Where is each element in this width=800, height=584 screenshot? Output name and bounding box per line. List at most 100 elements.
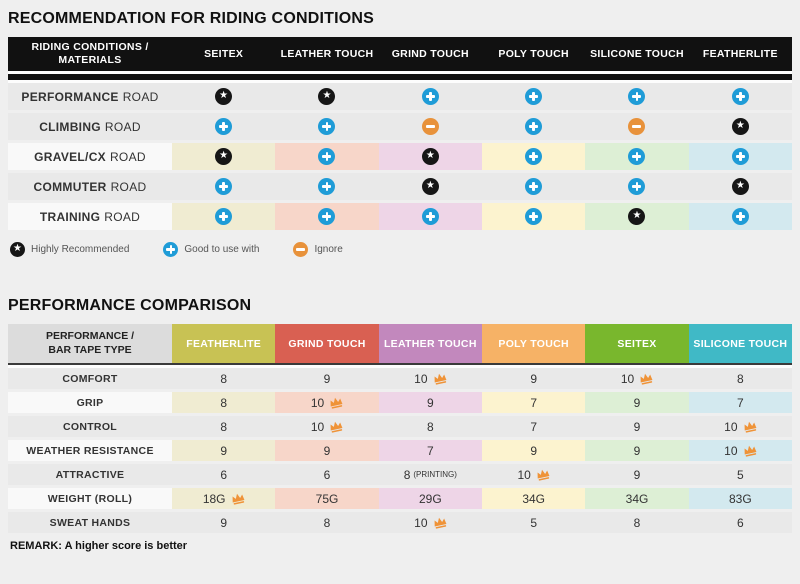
score-cell: 7 xyxy=(378,440,482,461)
crown-icon xyxy=(328,420,344,434)
plus-glyph xyxy=(735,152,745,161)
score-cell: 10 xyxy=(482,464,585,485)
legend-item: Ignore xyxy=(293,242,343,257)
row-label: GRAVEL/CX ROAD xyxy=(8,143,172,170)
recommendation-cell xyxy=(482,173,585,200)
recommendation-cell: ★ xyxy=(689,113,792,140)
score-cell: 5 xyxy=(689,464,792,485)
score-cell: 7 xyxy=(688,392,792,413)
star-icon: ★ xyxy=(10,242,25,257)
score-value: 75G xyxy=(315,491,339,506)
score-value: 29G xyxy=(418,491,442,506)
score-cell: 9 xyxy=(482,440,586,461)
plus-icon xyxy=(421,88,439,105)
row-label-bold: TRAINING xyxy=(39,209,101,224)
score-value: 18G xyxy=(202,491,226,506)
riding-conditions-header: RIDING CONDITIONS / MATERIALS SEITEX LEAT… xyxy=(8,37,792,71)
recommendation-cell: ★ xyxy=(275,83,378,110)
score-cell: 9 xyxy=(172,512,275,533)
crown-icon xyxy=(432,372,448,386)
score-value: 6 xyxy=(323,467,331,482)
divider-bar xyxy=(8,74,792,80)
recommendation-cell: ★ xyxy=(172,143,276,170)
score-value: 10 xyxy=(517,467,531,482)
score-value: 10 xyxy=(724,419,738,434)
score-cell: 7 xyxy=(482,392,586,413)
minus-glyph xyxy=(296,248,306,251)
score-cell: 6 xyxy=(172,464,275,485)
recommendation-cell xyxy=(172,113,275,140)
recommendation-cell xyxy=(172,173,275,200)
column-header-poly-touch: POLY TOUCH xyxy=(498,48,569,60)
score-cell: 9 xyxy=(585,416,688,437)
recommendation-cell xyxy=(688,143,792,170)
column-header-bar-tape-type: PERFORMANCE / BAR TAPE TYPE xyxy=(8,324,172,363)
row-label: CONTROL xyxy=(62,420,117,433)
recommendation-cell xyxy=(378,203,482,230)
row-label: COMFORT xyxy=(62,372,118,385)
score-value: 5 xyxy=(736,467,744,482)
score-cell: 10 xyxy=(379,368,482,389)
score-value: 6 xyxy=(736,515,744,530)
score-value: 10 xyxy=(414,515,428,530)
score-value: 9 xyxy=(530,371,537,386)
recommendation-cell xyxy=(482,143,586,170)
recommendation-cell xyxy=(275,173,378,200)
row-label: WEIGHT (ROLL) xyxy=(8,488,172,509)
remark-text: REMARK: A higher score is better xyxy=(10,540,188,552)
plus-glyph xyxy=(735,212,745,221)
score-cell: 10 xyxy=(379,512,482,533)
score-value: 9 xyxy=(633,467,641,482)
score-cell: 75G xyxy=(275,488,379,509)
plus-icon xyxy=(525,118,543,135)
divider-gap xyxy=(8,365,792,368)
score-value: 83G xyxy=(728,491,752,506)
recommendation-cell: ★ xyxy=(172,83,275,110)
star-icon: ★ xyxy=(421,178,439,195)
score-value: 9 xyxy=(633,395,641,410)
score-value: 34G xyxy=(522,491,545,506)
score-value: 9 xyxy=(323,371,331,386)
score-value: 7 xyxy=(426,443,434,458)
score-cell: 7 xyxy=(482,416,585,437)
column-header-grind-touch: GRIND TOUCH xyxy=(275,324,379,363)
legend-label: Good to use with xyxy=(184,244,260,255)
divider-gap xyxy=(8,71,792,74)
plus-icon xyxy=(318,148,336,165)
riding-conditions-table: RIDING CONDITIONS / MATERIALS SEITEX LEAT… xyxy=(8,37,792,230)
column-header-featherlite: FEATHERLITE xyxy=(172,324,276,363)
column-header-leather-touch: LEATHER TOUCH xyxy=(378,324,482,363)
score-cell: 9 xyxy=(585,464,688,485)
row-label-rest: ROAD xyxy=(122,89,159,104)
score-cell: 9 xyxy=(585,392,689,413)
score-value: 8 xyxy=(220,395,227,410)
row-label: CLIMBING ROAD xyxy=(8,113,172,140)
crown-icon xyxy=(638,372,654,386)
row-label-rest: ROAD xyxy=(104,119,141,134)
plus-glyph xyxy=(632,92,642,101)
recommendation-cell: ★ xyxy=(689,173,792,200)
score-cell: 9 xyxy=(275,440,379,461)
plus-icon xyxy=(525,88,543,105)
plus-glyph xyxy=(735,92,745,101)
row-label-rest: ROAD xyxy=(110,179,147,194)
table-row: CONTROL 8 10 8 7 9 10 xyxy=(8,416,792,437)
crown-icon xyxy=(535,468,551,482)
score-cell: 10 xyxy=(688,440,792,461)
table-row: TRAINING ROAD ★ xyxy=(8,203,792,230)
score-value: 10 xyxy=(414,371,428,386)
score-value: 9 xyxy=(633,419,641,434)
page: RECOMMENDATION FOR RIDING CONDITIONS RID… xyxy=(8,10,792,552)
divider-bar xyxy=(8,363,792,365)
score-value: 9 xyxy=(220,515,227,530)
column-header-grind-touch: GRIND TOUCH xyxy=(391,48,469,60)
table-row: SWEAT HANDS 9 8 10 5 8 6 xyxy=(8,512,792,533)
table-row: WEATHER RESISTANCE 9 9 7 9 9 10 xyxy=(8,440,792,461)
row-label-bold: PERFORMANCE xyxy=(21,89,119,104)
recommendation-cell xyxy=(379,83,482,110)
score-value: 8 xyxy=(736,371,744,386)
score-cell: 18G xyxy=(172,488,276,509)
star-icon: ★ xyxy=(731,178,749,195)
plus-glyph xyxy=(529,122,539,131)
table-row: PERFORMANCE ROAD ★ ★ xyxy=(8,83,792,110)
